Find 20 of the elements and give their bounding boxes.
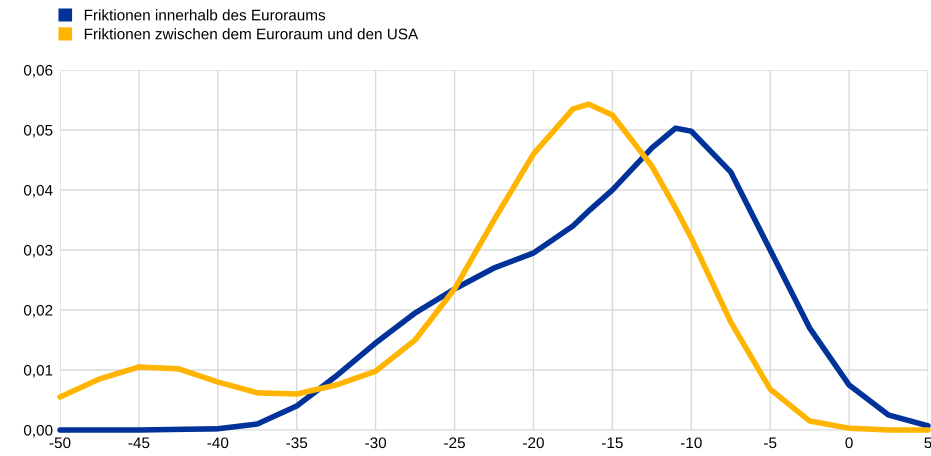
x-tick-label: -30 xyxy=(365,437,386,448)
x-tick-label: -45 xyxy=(128,438,150,448)
y-tick-label: 0,05 xyxy=(24,124,52,138)
y-tick-label: 0,04 xyxy=(24,184,53,198)
y-tick-label: 0,02 xyxy=(24,304,52,318)
x-tick-label: -40 xyxy=(207,437,228,448)
x-tick-label: 0 xyxy=(845,437,853,448)
x-tick-label: -35 xyxy=(286,437,308,448)
y-tick-label: 0,03 xyxy=(24,244,52,258)
x-tick-label: -10 xyxy=(680,437,702,448)
y-tick-label: 0,06 xyxy=(24,64,52,78)
x-tick-label: -25 xyxy=(444,437,465,448)
y-tick-label: 0,00 xyxy=(24,424,52,438)
x-tick-label: -5 xyxy=(764,438,776,448)
legend-label: Friktionen zwischen dem Euroraum und den USA xyxy=(84,28,418,40)
x-tick-label: -50 xyxy=(50,437,70,448)
x-tick-label: -20 xyxy=(523,437,544,448)
x-tick-label: -15 xyxy=(602,438,623,448)
y-tick-label: 0,01 xyxy=(24,364,52,378)
legend-label: Friktionen innerhalb des Euroraums xyxy=(84,9,326,20)
